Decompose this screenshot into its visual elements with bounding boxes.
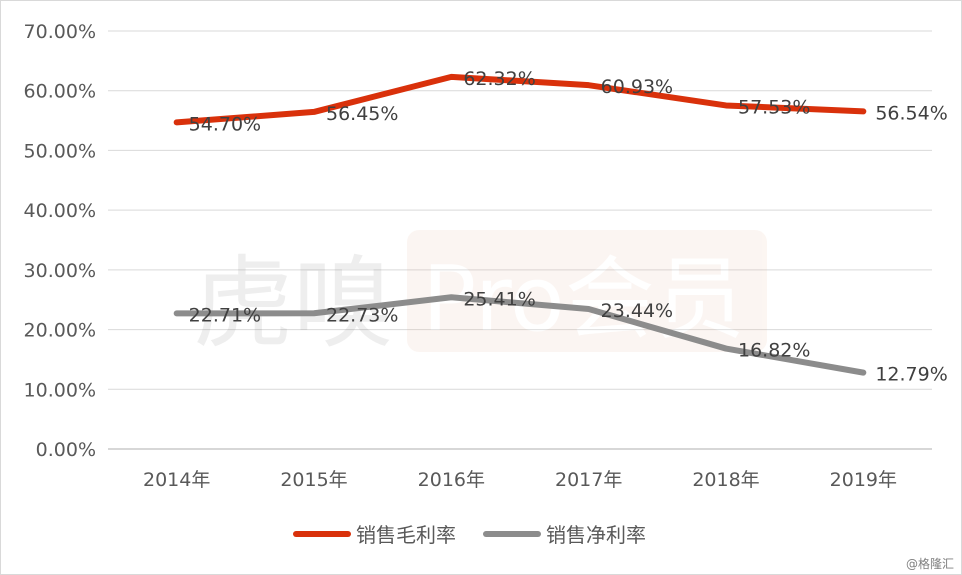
legend: 销售毛利率 销售净利率 bbox=[293, 523, 646, 547]
series-line-1 bbox=[173, 73, 867, 126]
data-label: 62.32% bbox=[463, 68, 535, 90]
gridlines bbox=[108, 30, 932, 390]
y-tick-label: 70.00% bbox=[24, 21, 96, 43]
y-tick-label: 0.00% bbox=[36, 439, 96, 461]
data-label: 16.82% bbox=[738, 340, 810, 362]
data-label: 57.53% bbox=[738, 96, 810, 118]
x-tick-label: 2014年 bbox=[143, 469, 210, 491]
x-tick-label: 2016年 bbox=[418, 469, 485, 491]
y-tick-label: 60.00% bbox=[24, 81, 96, 103]
data-label: 25.41% bbox=[463, 288, 535, 310]
data-label: 12.79% bbox=[875, 364, 947, 386]
y-tick-label: 50.00% bbox=[24, 140, 96, 162]
data-label: 56.54% bbox=[875, 102, 947, 124]
y-tick-label: 40.00% bbox=[24, 200, 96, 222]
y-tick-label: 10.00% bbox=[24, 379, 96, 401]
x-tick-label: 2019年 bbox=[830, 469, 897, 491]
data-label: 22.73% bbox=[326, 304, 398, 326]
data-labels: 54.70% 56.45% 62.32% 60.93% 57.53% 56.54% 22.7… bbox=[189, 68, 948, 386]
x-tick-label: 2015年 bbox=[280, 469, 347, 491]
series-lines bbox=[173, 73, 867, 376]
y-tick-label: 30.00% bbox=[24, 260, 96, 282]
data-label: 23.44% bbox=[601, 300, 673, 322]
y-tick-label: 20.00% bbox=[24, 320, 96, 342]
watermark-badge bbox=[407, 230, 767, 352]
data-label: 54.70% bbox=[189, 113, 261, 135]
data-label: 60.93% bbox=[601, 76, 673, 98]
x-tick-label: 2017年 bbox=[555, 469, 622, 491]
watermark-logo: 虎嗅 bbox=[193, 245, 393, 362]
x-axis: 2014年 2015年 2016年 2017年 2018年 2019年 bbox=[108, 448, 932, 491]
data-label: 56.45% bbox=[326, 103, 398, 125]
data-label: 22.71% bbox=[189, 304, 261, 326]
source-credit: @格隆汇 bbox=[906, 556, 954, 571]
y-axis: 0.00% 10.00% 20.00% 30.00% 40.00% 50.00% 60.00… bbox=[24, 21, 96, 461]
legend-label: 销售净利率 bbox=[546, 523, 646, 547]
legend-label: 销售毛利率 bbox=[356, 523, 456, 547]
series-line-2 bbox=[173, 294, 867, 376]
x-tick-label: 2018年 bbox=[692, 469, 759, 491]
